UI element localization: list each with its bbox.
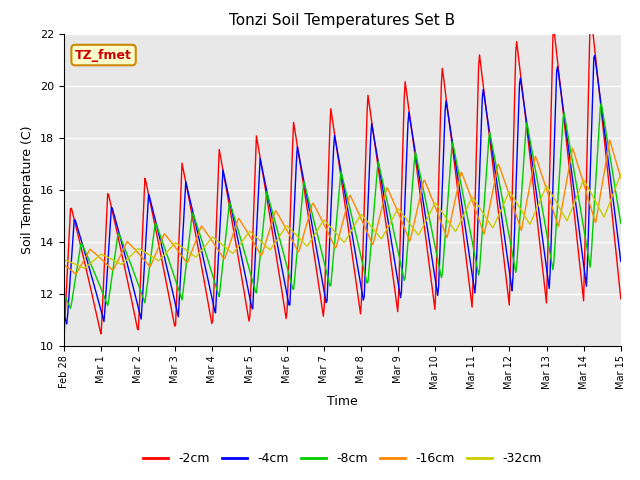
-4cm	[313, 248, 321, 253]
-2cm	[159, 261, 166, 266]
Title: Tonzi Soil Temperatures Set B: Tonzi Soil Temperatures Set B	[229, 13, 456, 28]
-8cm	[67, 305, 74, 311]
-2cm	[432, 286, 440, 292]
-16cm	[389, 198, 397, 204]
-8cm	[617, 220, 625, 226]
Y-axis label: Soil Temperature (C): Soil Temperature (C)	[22, 125, 35, 254]
-4cm	[63, 321, 70, 327]
-2cm	[204, 294, 211, 300]
Legend: -2cm, -4cm, -8cm, -16cm, -32cm: -2cm, -4cm, -8cm, -16cm, -32cm	[138, 447, 547, 470]
-2cm	[479, 83, 487, 88]
-32cm	[617, 171, 625, 177]
-16cm	[433, 208, 440, 214]
-16cm	[72, 271, 80, 277]
-32cm	[480, 212, 488, 217]
-8cm	[389, 226, 397, 231]
-16cm	[159, 232, 167, 238]
-16cm	[313, 207, 321, 213]
-16cm	[617, 175, 625, 181]
-4cm	[433, 287, 440, 292]
-8cm	[60, 291, 68, 297]
Line: -16cm: -16cm	[64, 140, 621, 274]
-4cm	[159, 251, 167, 256]
-16cm	[60, 262, 68, 267]
-32cm	[159, 253, 167, 259]
-32cm	[81, 265, 88, 271]
Line: -8cm: -8cm	[64, 103, 621, 308]
-8cm	[313, 229, 321, 235]
-2cm	[60, 335, 68, 341]
-8cm	[597, 100, 605, 106]
X-axis label: Time: Time	[327, 395, 358, 408]
-8cm	[480, 202, 488, 208]
-16cm	[480, 231, 488, 237]
-32cm	[60, 257, 68, 263]
-4cm	[617, 258, 625, 264]
-2cm	[388, 267, 396, 273]
-16cm	[606, 137, 614, 143]
Line: -2cm: -2cm	[64, 15, 621, 338]
-32cm	[204, 240, 212, 245]
-4cm	[389, 249, 397, 254]
Line: -32cm: -32cm	[64, 174, 621, 268]
-2cm	[617, 296, 625, 301]
-4cm	[60, 312, 68, 317]
-8cm	[433, 252, 440, 257]
-8cm	[159, 242, 167, 248]
-32cm	[433, 202, 440, 208]
-2cm	[312, 263, 320, 269]
-8cm	[204, 258, 212, 264]
-4cm	[480, 93, 488, 98]
Text: TZ_fmet: TZ_fmet	[75, 48, 132, 61]
Line: -4cm: -4cm	[64, 55, 621, 324]
-32cm	[313, 228, 321, 234]
-2cm	[588, 12, 595, 18]
-4cm	[204, 277, 212, 283]
-16cm	[204, 232, 212, 238]
-4cm	[591, 52, 598, 58]
-32cm	[389, 215, 397, 221]
